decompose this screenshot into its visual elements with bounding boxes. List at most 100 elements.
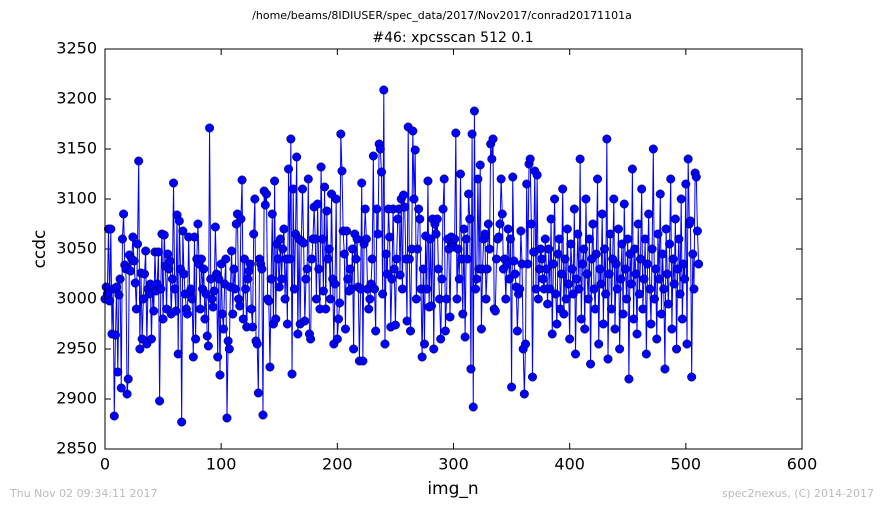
point bbox=[438, 204, 448, 214]
point bbox=[595, 264, 605, 274]
point bbox=[300, 316, 310, 326]
point bbox=[378, 289, 388, 299]
point bbox=[399, 190, 409, 200]
point bbox=[652, 334, 662, 344]
point bbox=[559, 309, 569, 319]
point bbox=[674, 234, 684, 244]
point bbox=[490, 306, 500, 316]
point bbox=[188, 352, 198, 362]
y-tick-label: 3050 bbox=[56, 239, 97, 258]
point bbox=[411, 294, 421, 304]
point bbox=[265, 362, 275, 372]
point bbox=[316, 162, 326, 172]
point bbox=[306, 334, 316, 344]
point bbox=[640, 234, 650, 244]
point bbox=[392, 254, 402, 264]
point bbox=[284, 164, 294, 174]
point bbox=[476, 324, 486, 334]
point bbox=[122, 389, 132, 399]
x-tick-label: 200 bbox=[322, 455, 353, 474]
point bbox=[196, 254, 206, 264]
point bbox=[634, 289, 644, 299]
point bbox=[611, 259, 621, 269]
point bbox=[171, 306, 181, 316]
y-tick-label: 3000 bbox=[56, 289, 97, 308]
point bbox=[516, 226, 526, 236]
point bbox=[218, 324, 228, 334]
point bbox=[201, 289, 211, 299]
point bbox=[250, 194, 260, 204]
point bbox=[406, 326, 416, 336]
point bbox=[325, 294, 335, 304]
x-tick-label: 500 bbox=[671, 455, 702, 474]
footer-right: spec2nexus, (C) 2014-2017 bbox=[722, 487, 874, 500]
point bbox=[453, 244, 463, 254]
point bbox=[439, 174, 449, 184]
point bbox=[375, 144, 385, 154]
point bbox=[558, 184, 568, 194]
point bbox=[644, 209, 654, 219]
point bbox=[357, 178, 367, 188]
point bbox=[314, 264, 324, 274]
point bbox=[572, 274, 582, 284]
point bbox=[679, 259, 689, 269]
point bbox=[345, 264, 355, 274]
point bbox=[503, 224, 513, 234]
point bbox=[596, 279, 606, 289]
point bbox=[436, 334, 446, 344]
point bbox=[285, 254, 295, 264]
point bbox=[487, 154, 497, 164]
point bbox=[525, 154, 535, 164]
point bbox=[649, 294, 659, 304]
point bbox=[332, 334, 342, 344]
point bbox=[551, 289, 561, 299]
point bbox=[445, 312, 455, 322]
point bbox=[317, 234, 327, 244]
point bbox=[540, 234, 550, 244]
point bbox=[288, 184, 298, 194]
point bbox=[387, 274, 397, 284]
point bbox=[496, 174, 506, 184]
point bbox=[178, 226, 188, 236]
point bbox=[450, 234, 460, 244]
point bbox=[257, 264, 267, 274]
point bbox=[609, 194, 619, 204]
point bbox=[641, 349, 651, 359]
footer-left: Thu Nov 02 09:34:11 2017 bbox=[9, 487, 158, 500]
point bbox=[245, 259, 255, 269]
point bbox=[597, 209, 607, 219]
point bbox=[584, 234, 594, 244]
point bbox=[395, 270, 405, 280]
point bbox=[455, 169, 465, 179]
y-tick-label: 2900 bbox=[56, 389, 97, 408]
point bbox=[182, 309, 192, 319]
y-tick-label: 2950 bbox=[56, 339, 97, 358]
point bbox=[404, 254, 414, 264]
point bbox=[337, 166, 347, 176]
point bbox=[200, 314, 210, 324]
point bbox=[320, 182, 330, 192]
point bbox=[340, 324, 350, 334]
point bbox=[230, 284, 240, 294]
point bbox=[658, 249, 668, 259]
point bbox=[365, 294, 375, 304]
point bbox=[321, 304, 331, 314]
point bbox=[656, 309, 666, 319]
point bbox=[557, 269, 567, 279]
point bbox=[208, 302, 218, 312]
point bbox=[567, 264, 577, 274]
point bbox=[237, 175, 247, 185]
point bbox=[169, 178, 179, 188]
point bbox=[613, 224, 623, 234]
point bbox=[465, 214, 475, 224]
point bbox=[501, 294, 511, 304]
point bbox=[352, 234, 362, 244]
point bbox=[602, 134, 612, 144]
point bbox=[248, 322, 258, 332]
point bbox=[653, 229, 663, 239]
point bbox=[260, 200, 270, 210]
point bbox=[177, 417, 187, 427]
point bbox=[661, 224, 671, 234]
point bbox=[452, 294, 462, 304]
